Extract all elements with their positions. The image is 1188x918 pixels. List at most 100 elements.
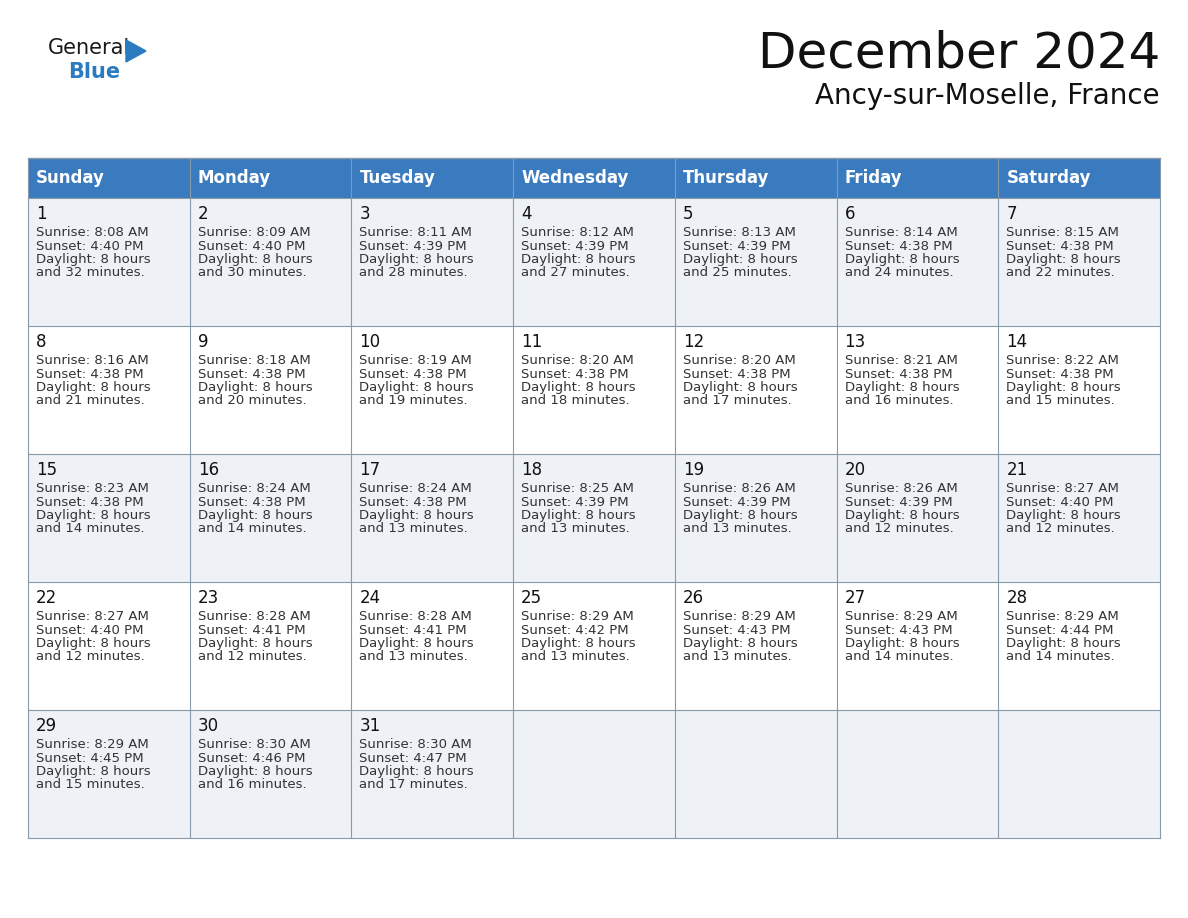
Text: 28: 28 [1006,589,1028,607]
Text: Daylight: 8 hours: Daylight: 8 hours [360,637,474,650]
Bar [352,158,513,198]
Text: and 15 minutes.: and 15 minutes. [36,778,145,791]
Text: 26: 26 [683,589,704,607]
Text: 15: 15 [36,461,57,479]
Text: and 13 minutes.: and 13 minutes. [522,651,630,664]
Text: 14: 14 [1006,333,1028,351]
Text: and 27 minutes.: and 27 minutes. [522,266,630,279]
Text: Sunrise: 8:16 AM: Sunrise: 8:16 AM [36,354,148,367]
Text: Daylight: 8 hours: Daylight: 8 hours [197,637,312,650]
Bar [998,198,1159,326]
Text: and 14 minutes.: and 14 minutes. [1006,651,1114,664]
Bar [190,454,352,582]
Text: Sunset: 4:44 PM: Sunset: 4:44 PM [1006,623,1114,636]
Text: 9: 9 [197,333,208,351]
Text: Sunrise: 8:30 AM: Sunrise: 8:30 AM [197,738,310,751]
Bar [29,326,190,454]
Text: Sunset: 4:47 PM: Sunset: 4:47 PM [360,752,467,765]
Text: Sunset: 4:38 PM: Sunset: 4:38 PM [1006,367,1114,380]
Text: Sunrise: 8:25 AM: Sunrise: 8:25 AM [522,482,634,495]
Text: Sunset: 4:40 PM: Sunset: 4:40 PM [36,240,144,252]
Text: Sunset: 4:38 PM: Sunset: 4:38 PM [683,367,790,380]
Bar [675,158,836,198]
Text: Sunrise: 8:30 AM: Sunrise: 8:30 AM [360,738,472,751]
Text: Daylight: 8 hours: Daylight: 8 hours [360,253,474,266]
Text: Daylight: 8 hours: Daylight: 8 hours [36,637,151,650]
Text: and 25 minutes.: and 25 minutes. [683,266,791,279]
Text: Sunrise: 8:28 AM: Sunrise: 8:28 AM [197,610,310,623]
Text: 29: 29 [36,717,57,735]
Bar [352,710,513,838]
Bar [675,710,836,838]
Text: Sunday: Sunday [36,169,105,187]
Text: 10: 10 [360,333,380,351]
Text: Daylight: 8 hours: Daylight: 8 hours [845,381,959,394]
Text: 24: 24 [360,589,380,607]
Text: and 12 minutes.: and 12 minutes. [1006,522,1116,535]
Text: 8: 8 [36,333,46,351]
Bar [836,158,998,198]
Text: Sunset: 4:39 PM: Sunset: 4:39 PM [360,240,467,252]
Text: Daylight: 8 hours: Daylight: 8 hours [683,509,797,522]
Text: Sunset: 4:40 PM: Sunset: 4:40 PM [197,240,305,252]
Text: and 17 minutes.: and 17 minutes. [360,778,468,791]
Text: Daylight: 8 hours: Daylight: 8 hours [197,253,312,266]
Text: 1: 1 [36,205,46,223]
Text: Daylight: 8 hours: Daylight: 8 hours [522,381,636,394]
Text: 21: 21 [1006,461,1028,479]
Text: 31: 31 [360,717,380,735]
Text: Daylight: 8 hours: Daylight: 8 hours [1006,253,1121,266]
Bar [190,198,352,326]
Text: Sunrise: 8:18 AM: Sunrise: 8:18 AM [197,354,310,367]
Text: Sunrise: 8:29 AM: Sunrise: 8:29 AM [522,610,634,623]
Text: and 12 minutes.: and 12 minutes. [36,651,145,664]
Text: Sunset: 4:39 PM: Sunset: 4:39 PM [522,240,628,252]
Text: Sunrise: 8:24 AM: Sunrise: 8:24 AM [360,482,472,495]
Text: Sunrise: 8:13 AM: Sunrise: 8:13 AM [683,226,796,239]
Text: Daylight: 8 hours: Daylight: 8 hours [36,253,151,266]
Text: 23: 23 [197,589,219,607]
Text: 13: 13 [845,333,866,351]
Text: Monday: Monday [197,169,271,187]
Text: Sunset: 4:39 PM: Sunset: 4:39 PM [683,496,790,509]
Text: and 20 minutes.: and 20 minutes. [197,395,307,408]
Text: Daylight: 8 hours: Daylight: 8 hours [360,509,474,522]
Text: Sunset: 4:39 PM: Sunset: 4:39 PM [522,496,628,509]
Text: Sunrise: 8:22 AM: Sunrise: 8:22 AM [1006,354,1119,367]
Bar [29,454,190,582]
Text: Sunset: 4:38 PM: Sunset: 4:38 PM [360,367,467,380]
Text: 7: 7 [1006,205,1017,223]
Bar [352,582,513,710]
Bar [352,326,513,454]
Text: and 18 minutes.: and 18 minutes. [522,395,630,408]
Text: Daylight: 8 hours: Daylight: 8 hours [36,381,151,394]
Text: Daylight: 8 hours: Daylight: 8 hours [845,509,959,522]
Text: Sunset: 4:38 PM: Sunset: 4:38 PM [1006,240,1114,252]
Text: and 13 minutes.: and 13 minutes. [360,522,468,535]
Text: Sunset: 4:38 PM: Sunset: 4:38 PM [845,240,953,252]
Text: Daylight: 8 hours: Daylight: 8 hours [683,637,797,650]
Bar [29,158,190,198]
Text: 22: 22 [36,589,57,607]
Text: Daylight: 8 hours: Daylight: 8 hours [36,509,151,522]
Text: 18: 18 [522,461,542,479]
Text: Daylight: 8 hours: Daylight: 8 hours [845,253,959,266]
Text: and 13 minutes.: and 13 minutes. [683,651,791,664]
Text: Thursday: Thursday [683,169,770,187]
Text: and 13 minutes.: and 13 minutes. [683,522,791,535]
Text: Tuesday: Tuesday [360,169,435,187]
Text: Sunrise: 8:27 AM: Sunrise: 8:27 AM [36,610,148,623]
Bar [998,158,1159,198]
Text: and 12 minutes.: and 12 minutes. [845,522,953,535]
Text: Sunrise: 8:15 AM: Sunrise: 8:15 AM [1006,226,1119,239]
Text: Sunrise: 8:29 AM: Sunrise: 8:29 AM [1006,610,1119,623]
Text: Sunrise: 8:23 AM: Sunrise: 8:23 AM [36,482,148,495]
Text: Daylight: 8 hours: Daylight: 8 hours [522,509,636,522]
Text: Sunset: 4:38 PM: Sunset: 4:38 PM [845,367,953,380]
Text: 30: 30 [197,717,219,735]
Text: Blue: Blue [68,62,120,82]
Text: and 28 minutes.: and 28 minutes. [360,266,468,279]
Polygon shape [126,40,146,62]
Text: Sunset: 4:39 PM: Sunset: 4:39 PM [683,240,790,252]
Text: and 32 minutes.: and 32 minutes. [36,266,145,279]
